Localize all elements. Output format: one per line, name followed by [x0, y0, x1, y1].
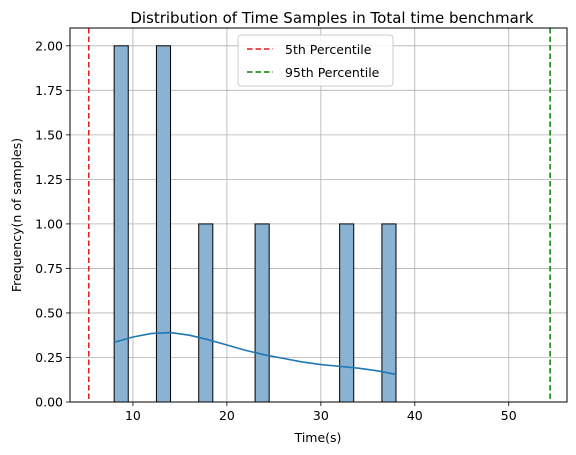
- y-tick-label: 0.50: [35, 305, 63, 320]
- histogram-bars: [113, 45, 397, 403]
- y-tick-label: 0.25: [35, 350, 63, 365]
- y-tick-label: 2.00: [35, 38, 63, 53]
- y-tick-label: 1.25: [35, 172, 63, 187]
- legend-label-95th-percentile: 95th Percentile: [285, 65, 380, 80]
- histogram-bar: [339, 223, 355, 403]
- x-tick-label: 10: [125, 408, 141, 423]
- histogram-bar: [254, 223, 270, 403]
- x-tick-label: 30: [313, 408, 329, 423]
- y-tick-label: 1.00: [35, 216, 63, 231]
- y-tick-label: 1.50: [35, 127, 63, 142]
- x-tick-label: 50: [501, 408, 517, 423]
- plot-frame: [69, 27, 568, 403]
- y-tick-label: 0.75: [35, 261, 63, 276]
- histogram-bar: [113, 45, 129, 403]
- y-axis-label: Frequency(n of samples): [9, 138, 24, 292]
- histogram-bar: [198, 223, 214, 403]
- kde-curve-group: [113, 331, 397, 376]
- histogram-bar: [381, 223, 397, 403]
- x-axis-label: Time(s): [294, 430, 342, 445]
- chart-title: Distribution of Time Samples in Total ti…: [130, 9, 534, 27]
- x-tick-label: 20: [219, 408, 235, 423]
- kde-curve: [113, 331, 397, 376]
- x-tick-label: 40: [407, 408, 423, 423]
- percentile-lines: [88, 28, 551, 402]
- x-axis-ticks: 10 20 30 40 50: [125, 402, 517, 423]
- histogram-bar: [155, 45, 172, 403]
- y-axis-ticks: 0.00 0.25 0.50 0.75 1.00 1.25 1.50 1.75 2.00: [35, 38, 70, 410]
- legend-label-5th-percentile: 5th Percentile: [285, 42, 372, 57]
- legend: 5th Percentile 95th Percentile: [237, 34, 394, 87]
- y-tick-label: 0.00: [35, 395, 63, 410]
- y-tick-label: 1.75: [35, 83, 63, 98]
- legend-frame: [237, 34, 394, 87]
